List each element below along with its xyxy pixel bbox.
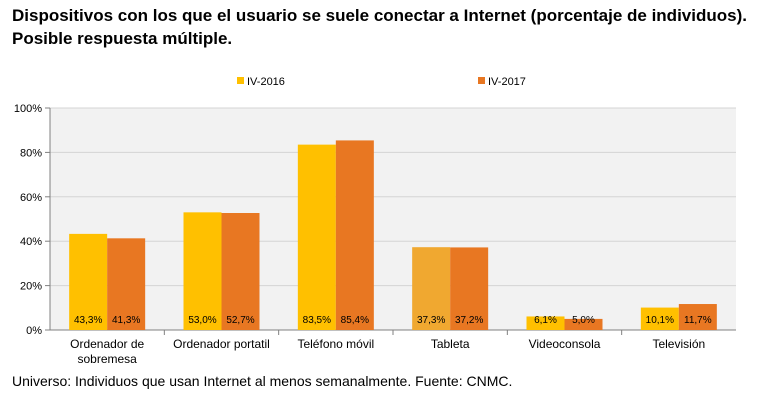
y-tick-label: 80% [20, 147, 42, 159]
data-label: 43,3% [74, 315, 102, 326]
data-label: 53,0% [188, 315, 216, 326]
bar [107, 238, 146, 330]
legend-swatch [237, 77, 244, 84]
data-label: 83,5% [303, 315, 331, 326]
data-label: 85,4% [341, 315, 369, 326]
bar [183, 212, 222, 330]
x-tick-label: Tableta [431, 337, 470, 351]
x-tick-label: Ordenador de [70, 337, 144, 351]
x-tick-label: sobremesa [77, 352, 137, 366]
y-tick-label: 0% [26, 325, 42, 337]
bar [69, 233, 108, 330]
data-label: 5,0% [572, 315, 595, 326]
x-tick-label: Televisión [652, 337, 705, 351]
y-tick-label: 100% [14, 103, 42, 115]
bar-chart: 0% 20% 40% 60% 80% 100% 43,3% 41,3% 53,0% 52,7% 8… [14, 76, 736, 366]
data-label: 41,3% [112, 315, 140, 326]
bar [678, 304, 717, 330]
legend-swatch [478, 77, 485, 84]
bar [412, 247, 451, 330]
data-label: 11,7% [684, 315, 712, 326]
legend-label: IV-2017 [488, 76, 526, 88]
plot-background [50, 108, 736, 330]
chart-title: Dispositivos con los que el usuario se s… [12, 6, 747, 48]
bar [564, 318, 603, 330]
bar [221, 213, 260, 330]
x-tick-label: Videoconsola [529, 337, 601, 351]
footnote: Universo: Individuos que usan Internet a… [12, 373, 513, 389]
data-label: 6,1% [534, 315, 557, 326]
bar [297, 144, 336, 330]
bar [450, 247, 489, 330]
bar [640, 307, 679, 330]
y-tick-label: 40% [20, 236, 42, 248]
x-tick-label: Ordenador portatil [173, 337, 270, 351]
bar [335, 140, 374, 330]
x-tick-label: Teléfono móvil [297, 337, 374, 351]
bar [526, 316, 565, 330]
data-label: 37,2% [455, 315, 483, 326]
data-label: 10,1% [646, 315, 674, 326]
chart-container: 0% 20% 40% 60% 80% 100% 43,3% 41,3% 53,0% 52,7% 8… [0, 62, 766, 374]
legend-label: IV-2016 [247, 76, 285, 88]
y-tick-label: 20% [20, 281, 42, 293]
data-label: 37,3% [417, 315, 445, 326]
y-tick-label: 60% [20, 192, 42, 204]
data-label: 52,7% [226, 315, 254, 326]
